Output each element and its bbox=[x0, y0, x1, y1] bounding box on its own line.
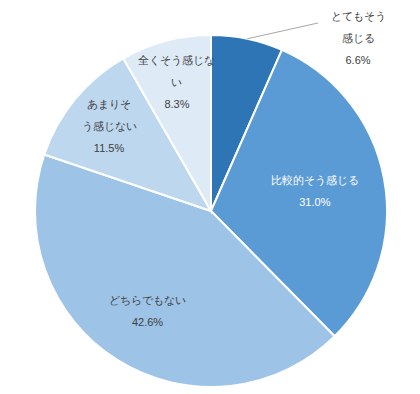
category-label: 全くそう感じない bbox=[138, 54, 215, 88]
value-label: 42.6% bbox=[132, 316, 163, 328]
value-label: 8.3% bbox=[164, 98, 189, 110]
category-label: どちらでもない bbox=[109, 294, 186, 306]
value-label: 6.6% bbox=[345, 54, 370, 66]
labels: とてもそう感じる 6.6% 比較的そう感じる 31.0% どちらでもない 42.6% あまり… bbox=[82, 10, 386, 328]
value-label: 11.5% bbox=[94, 142, 125, 154]
chart: とてもそう感じる 6.6% 比較的そう感じる 31.0% どちらでもない 42.6% あまり… bbox=[0, 0, 420, 394]
category-label: 比較的そう感じる bbox=[271, 174, 359, 187]
value-label: 31.0% bbox=[299, 196, 330, 208]
leader-line bbox=[247, 23, 318, 39]
category-label: あまりそう感じない bbox=[82, 98, 137, 133]
category-label: とてもそう感じる bbox=[331, 10, 386, 44]
slices bbox=[35, 35, 387, 387]
